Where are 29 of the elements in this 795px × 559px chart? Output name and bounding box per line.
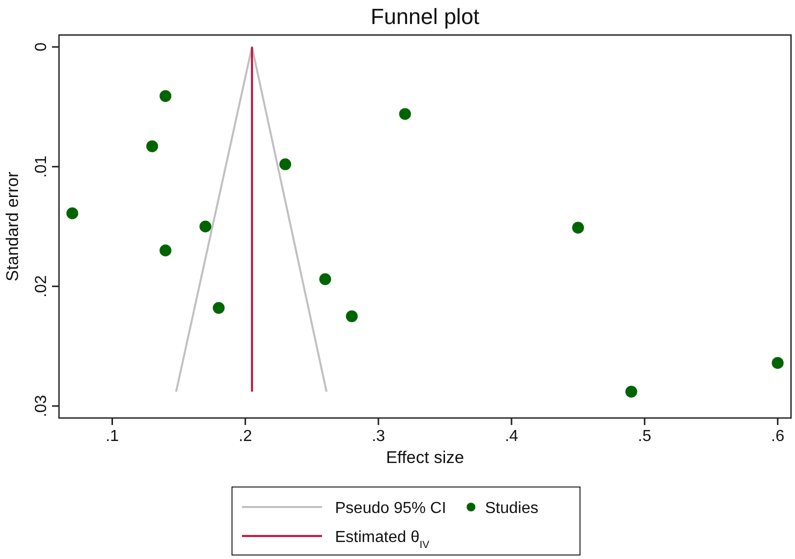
point — [279, 158, 292, 170]
x-tick-label: .3 — [372, 428, 386, 445]
x-axis-title: Effect size — [386, 448, 464, 467]
legend-label: Estimated θ$_{IV}$ — [335, 529, 430, 550]
point — [212, 302, 225, 314]
y-tick-label: .03 — [33, 394, 50, 418]
x-tick-label: .2 — [238, 428, 252, 445]
x-tick-label: .4 — [504, 428, 518, 445]
point — [772, 357, 784, 369]
chart-title: Funnel plot — [370, 4, 480, 29]
point — [160, 244, 172, 256]
point — [346, 310, 358, 322]
point — [160, 90, 172, 102]
point — [66, 207, 78, 220]
point — [199, 220, 212, 232]
x-tick-label: .5 — [638, 428, 652, 445]
point — [572, 222, 584, 234]
point — [625, 386, 638, 398]
y-tick-label: .02 — [33, 275, 50, 298]
y-axis-title: Standard error — [3, 171, 22, 282]
point — [146, 140, 158, 152]
legend-label: Studies — [485, 500, 538, 517]
x-tick-label: .6 — [771, 428, 784, 445]
y-tick-label: 0 — [33, 42, 50, 52]
x-tick-label: .1 — [106, 428, 120, 445]
point — [319, 273, 332, 286]
legend-label: Pseudo 95% CI — [335, 500, 446, 517]
y-tick-label: .01 — [33, 155, 50, 178]
point — [399, 108, 411, 120]
